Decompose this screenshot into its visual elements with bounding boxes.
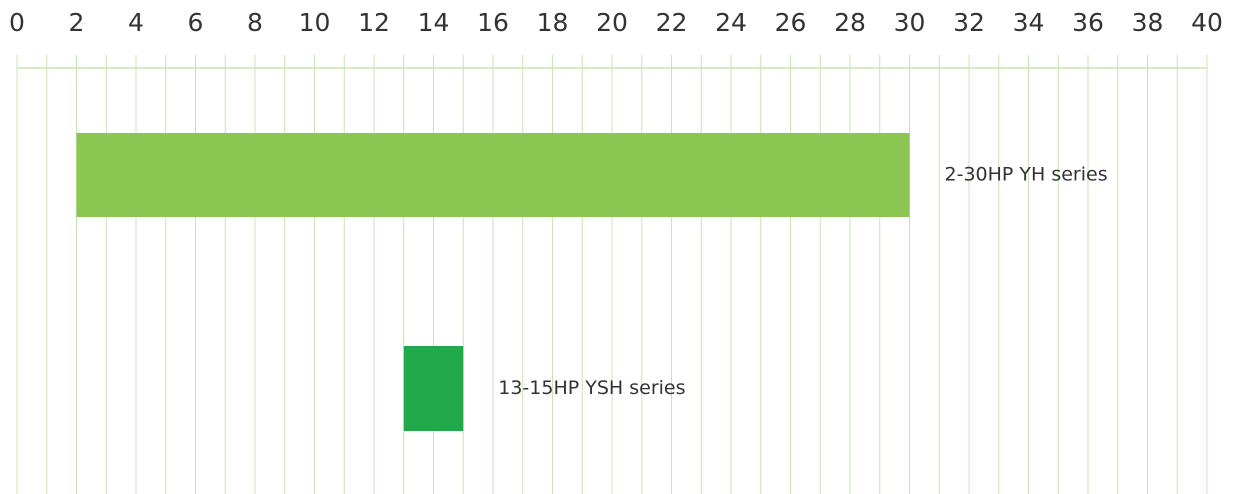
- x-tick-label: 28: [834, 8, 866, 37]
- x-tick-label: 22: [656, 8, 688, 37]
- x-tick-label: 6: [188, 8, 204, 37]
- bar: [403, 346, 464, 431]
- x-tick-label: 32: [953, 8, 985, 37]
- x-tick-label: 8: [247, 8, 263, 37]
- x-tick-label: 10: [299, 8, 331, 37]
- bar-label: 2-30HP YH series: [945, 164, 1108, 186]
- x-tick-label: 4: [128, 8, 144, 37]
- x-tick-label: 26: [775, 8, 807, 37]
- x-tick-label: 14: [418, 8, 450, 37]
- x-tick-label: 18: [537, 8, 569, 37]
- x-tick-label: 0: [9, 8, 25, 37]
- x-tick-label: 12: [358, 8, 390, 37]
- x-tick-label: 40: [1191, 8, 1223, 37]
- x-tick-label: 16: [477, 8, 509, 37]
- bar-label: 13-15HP YSH series: [498, 377, 685, 399]
- x-tick-label: 38: [1132, 8, 1164, 37]
- x-tick-label: 30: [894, 8, 926, 37]
- x-tick-label: 36: [1072, 8, 1104, 37]
- bar: [76, 133, 910, 217]
- x-tick-label: 24: [715, 8, 747, 37]
- x-tick-label: 20: [596, 8, 628, 37]
- x-tick-label: 2: [69, 8, 85, 37]
- x-tick-label: 34: [1013, 8, 1045, 37]
